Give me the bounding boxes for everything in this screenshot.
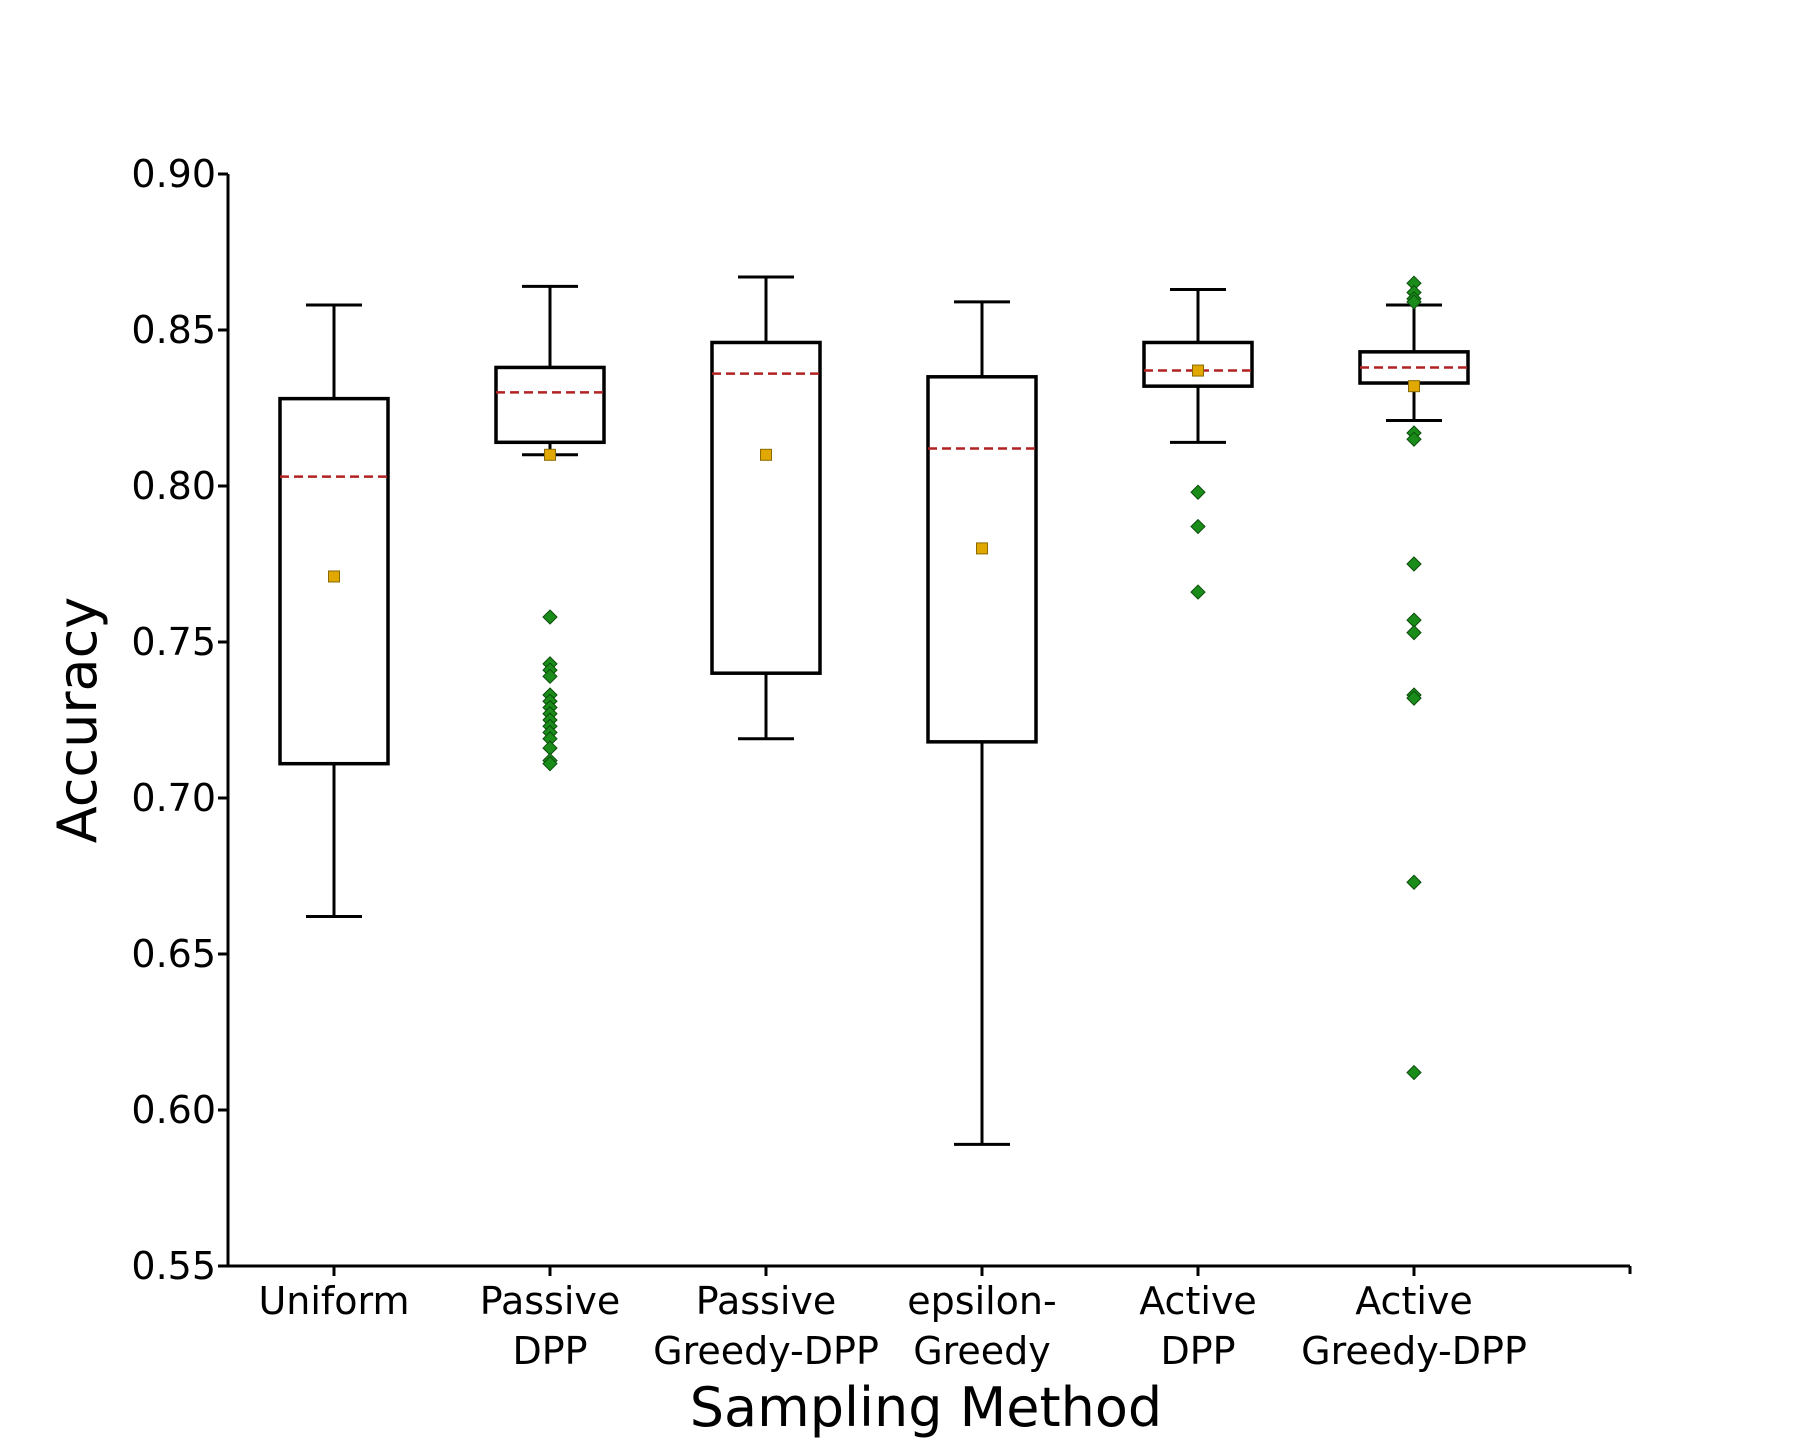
outlier-point bbox=[1190, 484, 1206, 500]
iqr-box bbox=[710, 340, 822, 675]
outlier-point bbox=[1406, 874, 1422, 890]
box-group bbox=[710, 275, 822, 741]
mean-marker bbox=[976, 542, 988, 555]
y-tick-label: 0.60 bbox=[131, 1088, 216, 1132]
mean-marker bbox=[760, 448, 772, 461]
x-tick-label: DPP bbox=[512, 1329, 587, 1373]
x-tick-label: Greedy-DPP bbox=[653, 1329, 879, 1373]
y-tick-label: 0.85 bbox=[131, 308, 216, 352]
y-tick-label: 0.70 bbox=[131, 776, 216, 820]
x-axis-title: Sampling Method bbox=[690, 1376, 1162, 1439]
outlier-point bbox=[542, 755, 558, 772]
y-tick-label: 0.55 bbox=[131, 1244, 216, 1288]
outlier-point bbox=[1406, 690, 1422, 706]
outlier-point bbox=[542, 609, 558, 625]
mean-marker bbox=[544, 448, 556, 461]
x-tick-label: Passive bbox=[480, 1279, 621, 1323]
mean-marker bbox=[1192, 364, 1204, 377]
outlier-point bbox=[1406, 1064, 1422, 1081]
outlier-point bbox=[1406, 556, 1422, 572]
box-group bbox=[1142, 287, 1254, 600]
x-tick-label: Greedy bbox=[913, 1329, 1051, 1373]
box-group bbox=[1358, 275, 1470, 1081]
mean-marker bbox=[1408, 380, 1420, 393]
x-tick-label: Passive bbox=[696, 1279, 837, 1323]
outlier-point bbox=[1190, 584, 1206, 600]
iqr-box bbox=[926, 375, 1038, 744]
boxes bbox=[278, 275, 1470, 1146]
mean-marker bbox=[328, 570, 340, 583]
iqr-box bbox=[494, 365, 606, 445]
outlier-point bbox=[542, 668, 558, 685]
outlier-point bbox=[1406, 431, 1422, 447]
x-tick-label: DPP bbox=[1160, 1329, 1235, 1373]
axes: 0.55 0.60 0.65 0.70 0.75 0.80 0.85 0.90 Uniform P… bbox=[131, 152, 1632, 1373]
box-group bbox=[278, 303, 390, 919]
outlier-point bbox=[1406, 294, 1422, 310]
x-tick-label: Active bbox=[1139, 1279, 1257, 1323]
iqr-box bbox=[278, 396, 390, 766]
y-tick-label: 0.65 bbox=[131, 932, 216, 976]
box-group bbox=[926, 300, 1038, 1146]
x-tick-label: Active bbox=[1355, 1279, 1473, 1323]
x-tick-label: Uniform bbox=[258, 1279, 409, 1323]
y-axis-title: Accuracy bbox=[46, 597, 109, 844]
iqr-box bbox=[1142, 340, 1254, 388]
outlier-point bbox=[1190, 518, 1206, 535]
y-tick-label: 0.80 bbox=[131, 464, 216, 508]
x-tick-label: Greedy-DPP bbox=[1301, 1329, 1527, 1373]
y-tick-label: 0.90 bbox=[131, 152, 216, 196]
x-tick-label: epsilon- bbox=[907, 1279, 1056, 1323]
box-group bbox=[494, 284, 606, 772]
y-tick-label: 0.75 bbox=[131, 620, 216, 664]
outlier-point bbox=[1406, 624, 1422, 641]
